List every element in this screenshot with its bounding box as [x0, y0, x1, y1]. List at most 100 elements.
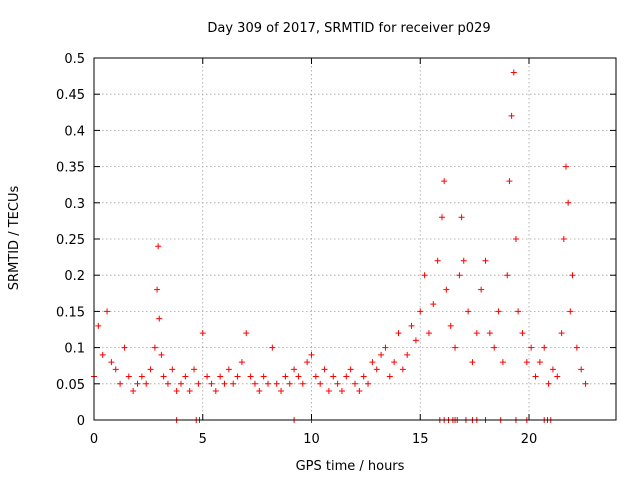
- data-point: [182, 373, 189, 380]
- y-tick-label: 0.2: [64, 269, 85, 284]
- data-point: [104, 308, 111, 315]
- data-point: [191, 366, 198, 373]
- data-point: [528, 344, 535, 351]
- data-point: [204, 373, 211, 380]
- data-point: [212, 388, 219, 395]
- data-point: [369, 359, 376, 366]
- data-point: [95, 322, 102, 329]
- data-point: [286, 380, 293, 387]
- data-point: [325, 388, 332, 395]
- data-point: [308, 351, 315, 358]
- data-point: [545, 380, 552, 387]
- data-point: [155, 243, 162, 250]
- data-point: [125, 373, 132, 380]
- y-tick-label: 0.45: [56, 88, 85, 103]
- data-point: [269, 344, 276, 351]
- data-point: [506, 178, 513, 185]
- data-point: [251, 380, 258, 387]
- data-point: [208, 380, 215, 387]
- data-point: [417, 308, 424, 315]
- data-point: [256, 388, 263, 395]
- data-point: [515, 308, 522, 315]
- y-tick-label: 0.25: [56, 233, 85, 248]
- data-point: [391, 359, 398, 366]
- chart-title: Day 309 of 2017, SRMTID for receiver p02…: [207, 21, 490, 36]
- data-point: [321, 366, 328, 373]
- data-point: [130, 388, 137, 395]
- x-tick-label: 0: [90, 432, 98, 447]
- x-tick-label: 5: [199, 432, 207, 447]
- data-point: [343, 373, 350, 380]
- data-point: [560, 236, 567, 242]
- data-point: [265, 380, 271, 387]
- data-points: [91, 69, 589, 423]
- data-point: [378, 351, 385, 358]
- data-point: [154, 286, 161, 293]
- data-point: [439, 214, 445, 221]
- data-point: [121, 344, 128, 351]
- data-point: [456, 272, 463, 279]
- x-tick-label: 20: [521, 432, 538, 447]
- data-point: [178, 380, 184, 387]
- data-point: [441, 178, 448, 185]
- data-point: [295, 373, 302, 380]
- data-point: [434, 257, 441, 264]
- data-point: [465, 308, 472, 315]
- data-point: [151, 344, 158, 351]
- data-point: [169, 366, 176, 373]
- data-point: [425, 330, 432, 337]
- data-point: [317, 380, 324, 387]
- data-point: [558, 330, 565, 337]
- data-point: [473, 330, 480, 337]
- data-point: [382, 344, 389, 351]
- y-tick-label: 0.35: [56, 161, 85, 176]
- axis-ticks: 0 5 10 15 20 0 0.05 0.1 0.15 0.2 0.25 0.3 0.35 0.4 0.4…: [56, 52, 616, 447]
- grid: [94, 58, 616, 420]
- data-point: [217, 373, 224, 380]
- data-point: [399, 366, 406, 373]
- data-point: [282, 373, 289, 380]
- data-point: [112, 366, 119, 373]
- data-point: [541, 344, 548, 351]
- data-point: [408, 322, 415, 329]
- data-point: [356, 388, 363, 395]
- data-point: [460, 257, 467, 264]
- data-point: [199, 330, 206, 337]
- data-point: [582, 380, 589, 387]
- data-point: [567, 308, 574, 315]
- data-point: [512, 236, 519, 242]
- data-point: [299, 380, 306, 387]
- data-point: [138, 373, 145, 380]
- data-point: [482, 257, 489, 264]
- data-point: [186, 388, 193, 395]
- data-point: [519, 330, 526, 337]
- data-point: [404, 351, 411, 358]
- y-axis-label: SRMTID / TECUs: [7, 186, 22, 291]
- data-point: [347, 366, 354, 373]
- data-point: [478, 286, 485, 293]
- data-point: [365, 380, 372, 387]
- x-axis-label: GPS time / hours: [296, 459, 405, 474]
- data-point: [486, 330, 493, 337]
- data-point: [195, 380, 202, 387]
- data-point: [147, 366, 154, 373]
- data-point: [523, 359, 530, 366]
- y-tick-label: 0.5: [64, 52, 85, 67]
- data-point: [469, 359, 476, 366]
- y-tick-label: 0.05: [56, 378, 85, 393]
- data-point: [134, 380, 141, 387]
- data-point: [143, 380, 150, 387]
- data-point: [225, 366, 232, 373]
- data-point: [352, 380, 358, 387]
- y-tick-label: 0.1: [64, 342, 85, 357]
- data-point: [573, 344, 580, 351]
- data-point: [510, 69, 517, 76]
- data-point: [221, 380, 228, 387]
- data-point: [536, 359, 543, 366]
- x-tick-label: 15: [412, 432, 429, 447]
- data-point: [562, 163, 569, 170]
- data-point: [443, 286, 450, 293]
- y-tick-label: 0: [77, 414, 85, 429]
- data-point: [532, 373, 539, 380]
- data-point: [164, 380, 171, 387]
